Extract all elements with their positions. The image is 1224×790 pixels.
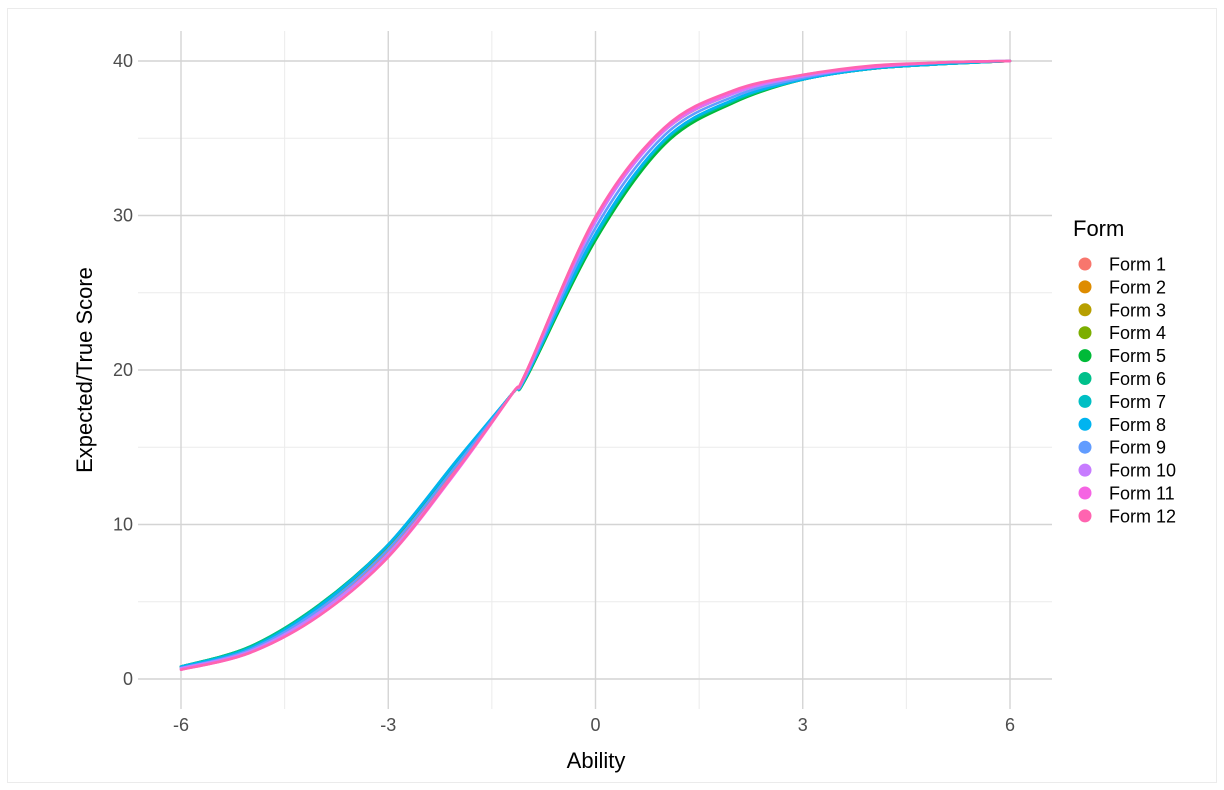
series-line-form-8	[179, 59, 1012, 668]
legend-label: Form 7	[1109, 392, 1166, 412]
legend-label: Form 2	[1109, 277, 1166, 297]
y-tick-label: 20	[113, 360, 133, 380]
legend-label: Form 3	[1109, 300, 1166, 320]
x-tick-label: 0	[590, 715, 600, 735]
legend-item: Form 12	[1078, 506, 1176, 526]
legend-item: Form 4	[1078, 323, 1166, 343]
legend-key-dot	[1078, 349, 1092, 363]
y-tick-label: 30	[113, 206, 133, 226]
legend-key-dot	[1078, 303, 1092, 317]
legend-item: Form 5	[1078, 346, 1166, 366]
y-tick-label: 40	[113, 51, 133, 71]
legend-item: Form 9	[1078, 438, 1166, 458]
x-axis-ticks: -6 -3 0 3 6	[173, 715, 1015, 735]
major-grid	[138, 31, 1052, 709]
legend-label: Form 4	[1109, 323, 1166, 343]
legend-item: Form 2	[1078, 277, 1166, 297]
legend-item: Form 11	[1078, 484, 1175, 504]
legend-label: Form 1	[1109, 255, 1166, 275]
plot-frame	[7, 8, 1217, 783]
legend-key-dot	[1078, 326, 1092, 340]
legend-item: Form 8	[1078, 415, 1166, 435]
x-tick-label: 6	[1005, 715, 1015, 735]
x-tick-label: -3	[380, 715, 396, 735]
legend-label: Form 11	[1109, 484, 1175, 504]
legend-key-dot	[1078, 372, 1092, 385]
legend-item: Form 6	[1078, 369, 1166, 389]
legend-key-dot	[1078, 440, 1092, 454]
legend-key-dot	[1078, 486, 1092, 500]
y-tick-label: 10	[113, 515, 133, 535]
series-line-form-12	[179, 59, 1012, 672]
y-axis-title: Expected/True Score	[72, 267, 97, 473]
legend-key-dot	[1078, 463, 1092, 477]
legend-key-dot	[1078, 417, 1092, 431]
legend-title: Form	[1073, 216, 1124, 241]
legend-label: Form 8	[1109, 415, 1166, 435]
legend-item: Form 3	[1078, 300, 1166, 320]
legend-label: Form 6	[1109, 369, 1166, 389]
legend-label: Form 9	[1109, 438, 1166, 458]
y-tick-label: 0	[123, 669, 133, 689]
legend-label: Form 10	[1109, 461, 1176, 481]
x-tick-label: -6	[173, 715, 189, 735]
legend-label: Form 5	[1109, 346, 1166, 366]
legend-key-dot	[1078, 257, 1092, 271]
legend-label: Form 12	[1109, 506, 1176, 526]
legend-key-dot	[1078, 280, 1092, 294]
legend-key-dot	[1078, 394, 1092, 408]
legend-item: Form 10	[1078, 461, 1176, 481]
legend-item: Form 1	[1078, 255, 1166, 275]
y-axis-ticks: 0 10 20 30 40	[113, 51, 133, 689]
legend-item: Form 7	[1078, 392, 1166, 412]
x-tick-label: 3	[798, 715, 808, 735]
series-lines	[179, 59, 1012, 672]
x-axis-title: Ability	[567, 748, 626, 773]
legend-key-dot	[1078, 509, 1092, 523]
